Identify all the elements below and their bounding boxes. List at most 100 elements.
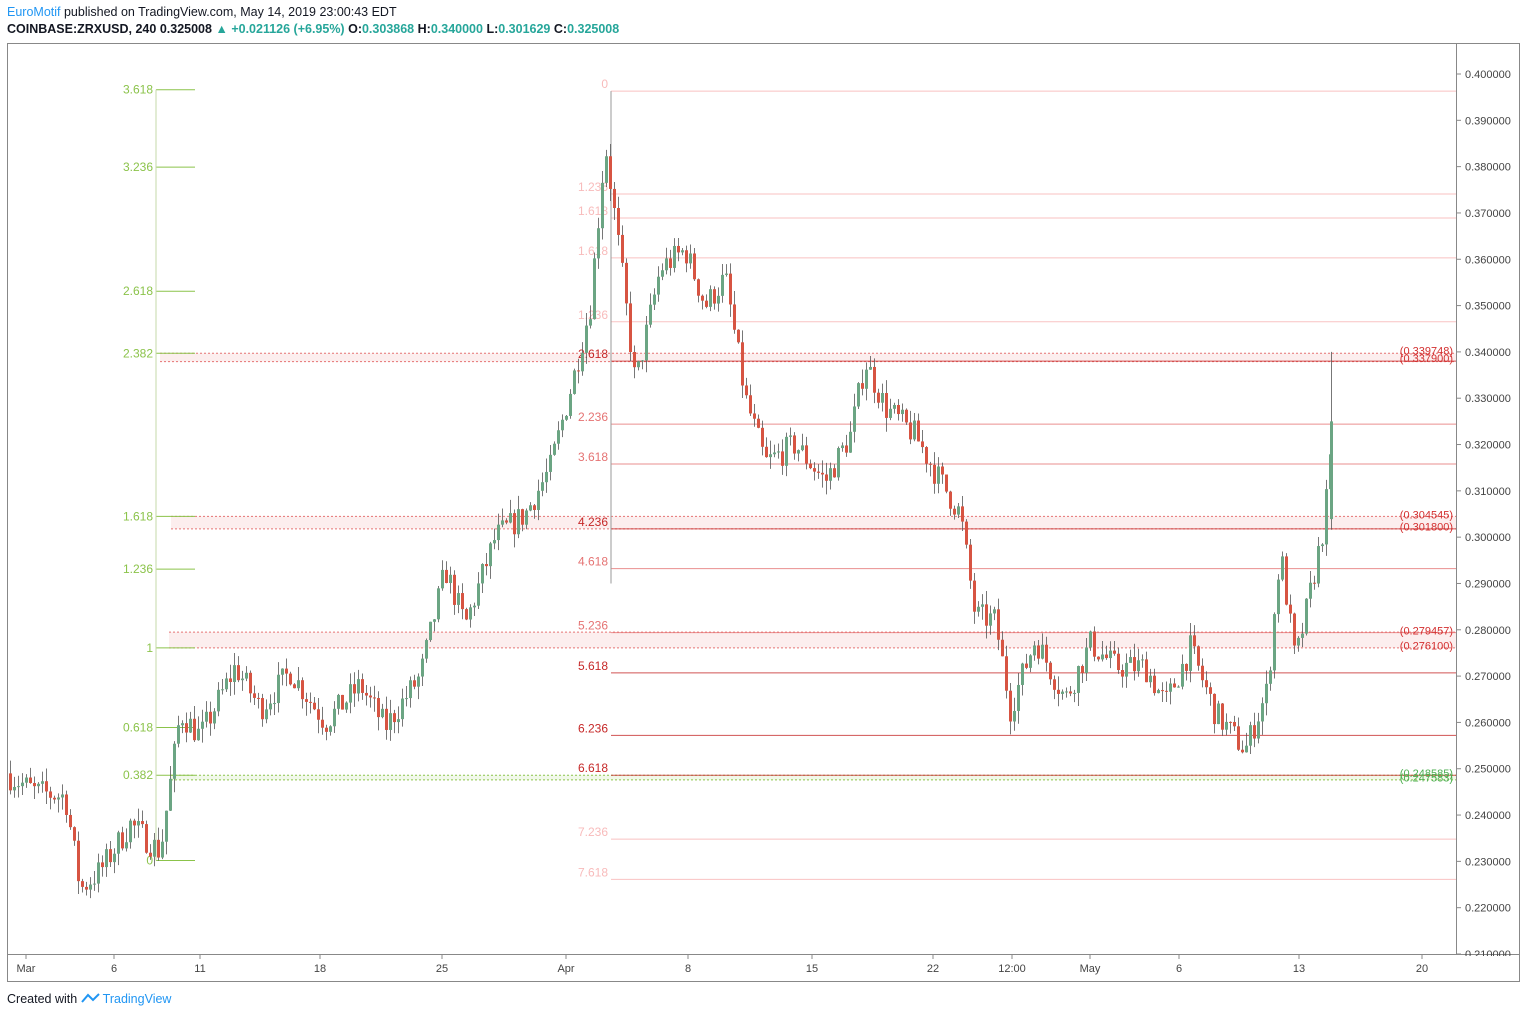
candle-down — [77, 840, 80, 882]
candle-up — [213, 711, 216, 724]
close-label: C: — [553, 22, 568, 36]
fib-red-label: 1.236 — [578, 180, 608, 194]
candle-down — [413, 680, 416, 687]
candle-down — [677, 245, 680, 253]
candle-up — [993, 609, 996, 614]
candle-down — [753, 413, 756, 419]
candle-down — [1173, 683, 1176, 688]
candle-up — [1273, 614, 1276, 671]
author-name[interactable]: EuroMotif — [7, 5, 61, 19]
fib-green-label: 1 — [146, 641, 153, 655]
candle-up — [497, 524, 500, 541]
candle-up — [605, 156, 608, 183]
low-label: L: — [486, 22, 499, 36]
zone-band — [171, 516, 1457, 529]
candle-down — [749, 395, 752, 414]
candle-up — [105, 849, 108, 868]
candle-up — [329, 726, 332, 732]
candle-up — [1265, 683, 1268, 704]
time-tick-label: 20 — [1416, 963, 1428, 975]
price-tick-label: 0.230000 — [1465, 856, 1511, 868]
candle-up — [1089, 631, 1092, 648]
time-axis[interactable]: Mar 6 11 18 25 Apr 8 15 22 12:00 May 6 13 20 — [7, 955, 1520, 982]
candle-up — [1257, 721, 1260, 739]
candle-up — [57, 797, 60, 800]
candle-up — [957, 506, 960, 515]
candle-up — [865, 369, 868, 389]
candle-up — [397, 719, 400, 723]
price-axis-svg: 0.400000 0.390000 0.380000 0.370000 0.360000… — [1457, 69, 1511, 961]
chart-plot-area[interactable]: 3.618 3.236 2.618 2.382 1.618 1.236 1 0.618 0.38… — [7, 43, 1457, 956]
candle-down — [825, 474, 828, 481]
fib-red-label: 1.618 — [578, 244, 608, 258]
candle-up — [117, 832, 120, 854]
candle-down — [149, 852, 152, 857]
candle-up — [889, 408, 892, 418]
candle-down — [133, 820, 136, 826]
candle-down — [101, 862, 104, 868]
candle-down — [821, 472, 824, 475]
candle-up — [1073, 692, 1076, 694]
price-level-label: (0.304545) — [1400, 509, 1453, 521]
publish-info: EuroMotif published on TradingView.com, … — [7, 5, 397, 19]
candle-up — [525, 510, 528, 525]
candle-up — [457, 593, 460, 605]
candle-up — [449, 574, 452, 584]
candle-down — [1153, 675, 1156, 694]
candle-down — [961, 506, 964, 522]
candle-down — [521, 509, 524, 525]
candle-up — [853, 406, 856, 432]
candle-up — [841, 445, 844, 449]
candle-down — [53, 797, 56, 800]
candle-up — [129, 820, 132, 843]
tradingview-brand[interactable]: TradingView — [102, 992, 172, 1006]
candle-up — [857, 383, 860, 407]
price-axis[interactable]: 0.400000 0.390000 0.380000 0.370000 0.360000… — [1456, 43, 1520, 961]
candle-up — [89, 884, 92, 890]
candle-down — [321, 719, 324, 728]
candle-down — [813, 468, 816, 472]
candle-up — [409, 680, 412, 699]
candle-up — [1281, 556, 1284, 580]
candle-down — [109, 849, 112, 863]
candle-down — [1293, 613, 1296, 646]
fib-red-label: 0 — [601, 77, 608, 91]
price-level-label: (0.248585) — [1400, 768, 1453, 780]
candle-down — [373, 697, 376, 699]
candle-down — [1121, 670, 1124, 677]
candle-down — [9, 773, 12, 791]
candle-down — [85, 886, 88, 890]
candle-down — [625, 262, 628, 304]
candle-down — [513, 513, 516, 535]
candle-up — [1061, 691, 1064, 694]
candle-up — [197, 728, 200, 741]
candle-down — [237, 665, 240, 681]
candle-down — [73, 827, 76, 841]
time-tick-label: 6 — [111, 963, 117, 975]
candle-down — [809, 463, 812, 469]
fib-green-label: 0.382 — [123, 768, 153, 782]
candle-up — [1077, 666, 1080, 693]
price-level-label: (0.279457) — [1400, 625, 1453, 637]
candle-down — [713, 289, 716, 304]
candle-up — [277, 674, 280, 704]
price-tick-label: 0.310000 — [1465, 486, 1511, 498]
candle-down — [997, 609, 1000, 640]
candle-up — [785, 436, 788, 466]
candle-up — [1141, 659, 1144, 661]
candle-up — [789, 435, 792, 437]
candle-down — [229, 678, 232, 682]
candle-down — [1185, 663, 1188, 671]
candle-down — [929, 463, 932, 465]
candle-down — [877, 392, 880, 403]
candle-up — [189, 718, 192, 733]
candle-up — [1269, 670, 1272, 684]
candle-down — [309, 701, 312, 703]
candle-down — [633, 351, 636, 368]
candle-up — [981, 604, 984, 607]
candle-up — [549, 454, 552, 472]
candle-up — [721, 274, 724, 296]
candle-up — [1330, 421, 1333, 520]
chart-svg[interactable]: 3.618 3.236 2.618 2.382 1.618 1.236 1 0.618 0.38… — [8, 44, 1457, 956]
candle-up — [1041, 644, 1044, 659]
